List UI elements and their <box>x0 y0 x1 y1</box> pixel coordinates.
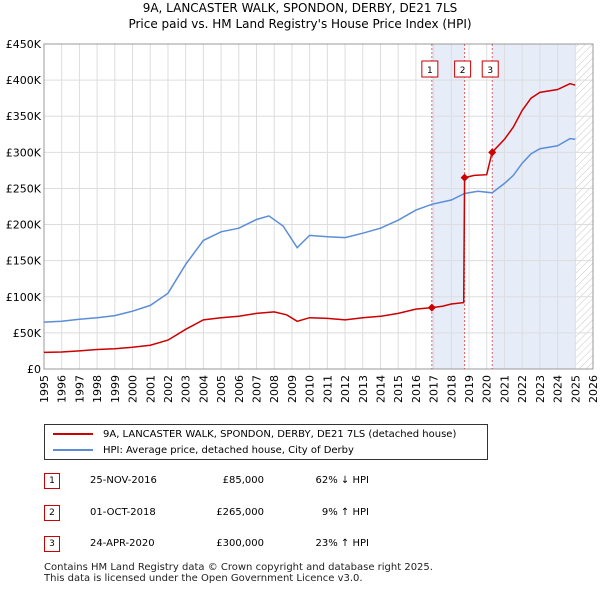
transaction-number-badge: 1 <box>44 473 60 489</box>
x-tick-label: 2002 <box>162 375 175 403</box>
x-tick-label: 1998 <box>91 375 104 403</box>
y-tick-label: £300K <box>6 146 42 159</box>
sale-number-box-1 <box>421 60 439 78</box>
x-tick-label: 2019 <box>463 375 476 403</box>
x-tick-label: 2016 <box>410 375 423 403</box>
transaction-hpi-diff: 62% ↓ HPI <box>315 475 369 486</box>
transaction-hpi-diff: 23% ↑ HPI <box>315 538 369 549</box>
x-tick-label: 2014 <box>374 375 387 403</box>
legend-item-hpi: HPI: Average price, detached house, City… <box>53 443 354 459</box>
x-tick-label: 2005 <box>215 375 228 403</box>
table-row: 3 24-APR-2020 £300,000 23% ↑ HPI <box>44 536 584 554</box>
transaction-price: £300,000 <box>216 538 264 549</box>
sale-number-label-2: 2 <box>460 66 466 76</box>
footer: Contains HM Land Registry data © Crown c… <box>44 562 433 584</box>
x-tick-label: 2024 <box>552 375 565 403</box>
y-tick-label: £0 <box>27 363 41 376</box>
x-tick-label: 2015 <box>392 375 405 403</box>
sale-number-label-1: 1 <box>427 66 433 76</box>
sale-point-1 <box>427 303 436 312</box>
x-tick-label: 2022 <box>516 375 529 403</box>
transaction-date: 24-APR-2020 <box>90 538 155 549</box>
transaction-date: 01-OCT-2018 <box>90 507 156 518</box>
x-tick-label: 2010 <box>304 375 317 403</box>
legend-label-hpi: HPI: Average price, detached house, City… <box>103 445 354 456</box>
y-tick-label: £200K <box>6 219 42 232</box>
x-tick-label: 2020 <box>481 375 494 403</box>
x-tick-label: 2000 <box>127 375 140 403</box>
y-tick-label: £450K <box>6 38 42 51</box>
y-tick-label: £250K <box>6 182 42 195</box>
transaction-price: £85,000 <box>222 475 264 486</box>
shade-band-3-now <box>492 44 576 369</box>
x-tick-label: 1996 <box>56 375 69 403</box>
x-tick-label: 1997 <box>73 375 86 403</box>
transaction-number-badge: 3 <box>44 536 60 552</box>
x-tick-label: 2012 <box>339 375 352 403</box>
legend-swatch-property <box>53 433 93 435</box>
x-tick-label: 2004 <box>197 375 210 403</box>
transaction-price: £265,000 <box>216 507 264 518</box>
transaction-number-badge: 2 <box>44 505 60 521</box>
y-tick-label: £400K <box>6 74 42 87</box>
x-tick-label: 2013 <box>357 375 370 403</box>
table-row: 1 25-NOV-2016 £85,000 62% ↓ HPI <box>44 473 584 491</box>
x-tick-label: 2011 <box>321 375 334 403</box>
x-tick-label: 2003 <box>180 375 193 403</box>
x-tick-label: 2006 <box>233 375 246 403</box>
y-tick-label: £350K <box>6 110 42 123</box>
x-tick-label: 1999 <box>109 375 122 403</box>
sale-number-box-3 <box>481 60 499 78</box>
title-line-2: Price paid vs. HM Land Registry's House … <box>128 17 472 31</box>
table-row: 2 01-OCT-2018 £265,000 9% ↑ HPI <box>44 505 584 523</box>
x-tick-label: 2021 <box>498 375 511 403</box>
title-line-1: 9A, LANCASTER WALK, SPONDON, DERBY, DE21… <box>142 1 458 15</box>
sale-number-label-3: 3 <box>487 66 493 76</box>
x-tick-label: 2008 <box>268 375 281 403</box>
price-chart: £0 £50K £100K £150K £200K £250K £300K £350K £400… <box>6 38 600 403</box>
sale-point-2 <box>460 173 469 182</box>
sale-number-box-2 <box>454 60 472 78</box>
footer-copyright: Contains HM Land Registry data © Crown c… <box>44 562 433 573</box>
x-tick-label: 2026 <box>587 375 600 403</box>
footer-licence: This data is licensed under the Open Gov… <box>44 573 363 584</box>
y-tick-label: £100K <box>6 291 42 304</box>
legend: 9A, LANCASTER WALK, SPONDON, DERBY, DE21… <box>44 424 488 460</box>
x-tick-label: 2018 <box>445 375 458 403</box>
x-tick-label: 2023 <box>534 375 547 403</box>
future-hatch-region <box>575 44 593 369</box>
transaction-date: 25-NOV-2016 <box>90 475 157 486</box>
hpi-line <box>43 137 576 323</box>
x-tick-label: 2007 <box>251 375 264 403</box>
shade-band-1-2 <box>431 44 465 369</box>
legend-swatch-hpi <box>53 449 93 451</box>
x-tick-label: 2001 <box>144 375 157 403</box>
transaction-hpi-diff: 9% ↑ HPI <box>321 507 369 518</box>
y-tick-label: £50K <box>13 327 42 340</box>
chart-title: 9A, LANCASTER WALK, SPONDON, DERBY, DE21… <box>0 0 600 32</box>
sale-point-3 <box>488 148 497 157</box>
legend-label-property: 9A, LANCASTER WALK, SPONDON, DERBY, DE21… <box>103 429 457 440</box>
x-tick-label: 2009 <box>286 375 299 403</box>
x-tick-label: 2017 <box>428 375 441 403</box>
property-price-line <box>43 82 576 354</box>
x-tick-label: 2025 <box>569 375 582 403</box>
y-tick-label: £150K <box>6 255 42 268</box>
legend-item-property: 9A, LANCASTER WALK, SPONDON, DERBY, DE21… <box>53 427 456 443</box>
x-tick-label: 1995 <box>38 375 51 403</box>
plot-frame <box>43 43 594 370</box>
